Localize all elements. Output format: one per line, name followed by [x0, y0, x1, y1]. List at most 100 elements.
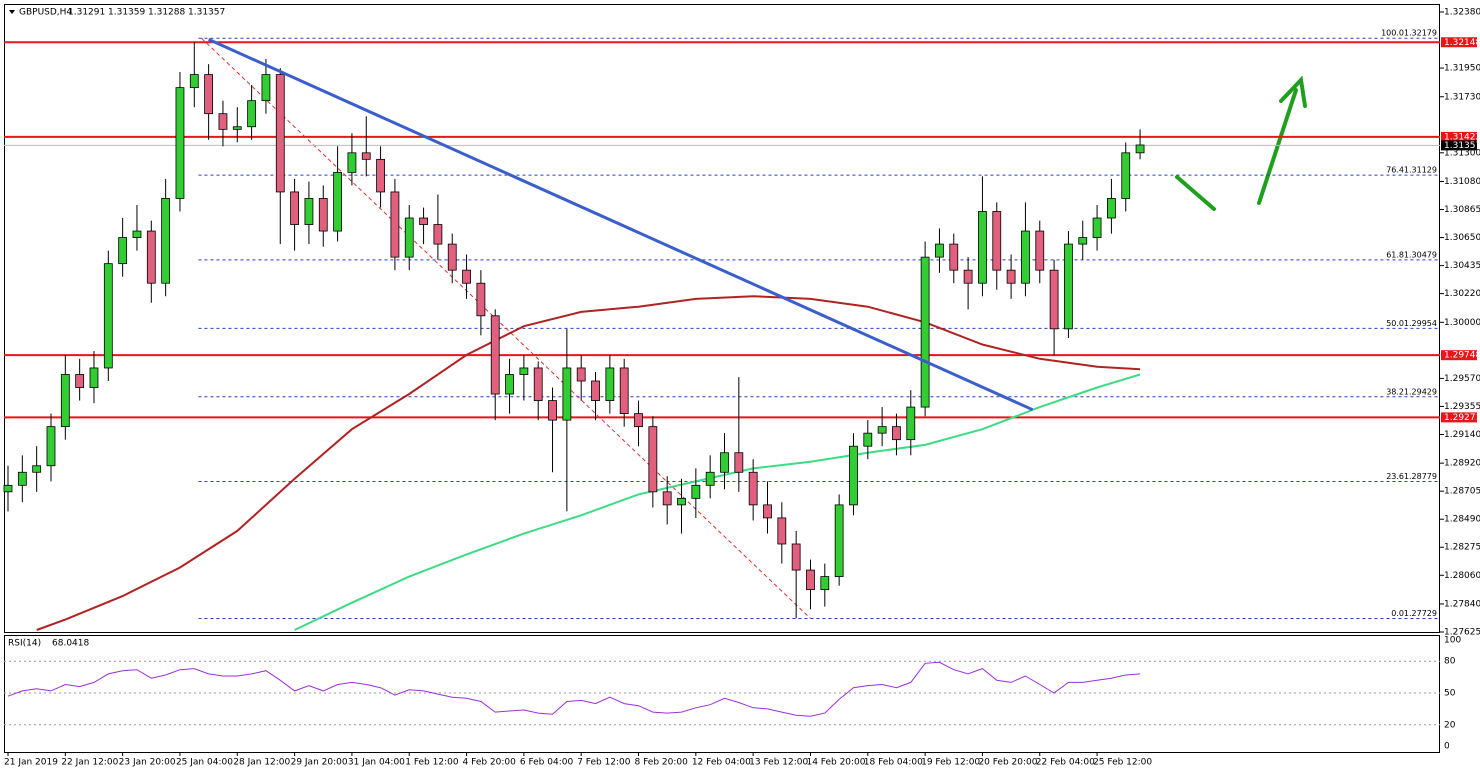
x-tick-label: 8 Feb 20:00: [635, 758, 689, 768]
fib-value: 1.29954: [1404, 319, 1437, 328]
candle-body: [146, 230, 156, 284]
candle-body: [1078, 237, 1088, 245]
y-tick-label: 1.30220: [1444, 289, 1480, 299]
candle-body: [892, 426, 901, 441]
candle-body: [834, 504, 844, 577]
candle-body: [462, 269, 471, 284]
candle-body: [318, 198, 328, 232]
candle-body: [17, 471, 27, 486]
fib-ratio: 23.6: [1386, 472, 1404, 481]
header-close: 1.31357: [188, 8, 225, 18]
y-tick-label: 1.30435: [1444, 261, 1480, 271]
candle-body: [662, 491, 672, 506]
candle-body: [906, 406, 916, 441]
candle-body: [748, 471, 758, 506]
candle-body: [247, 100, 257, 128]
candle-body: [548, 400, 557, 421]
candle-body: [1006, 269, 1016, 284]
candle-body: [992, 211, 1002, 271]
candle-body: [361, 152, 371, 160]
candle-body: [949, 243, 959, 271]
y-tick-label: 1.30650: [1444, 233, 1480, 243]
forecast-arrows: [1175, 75, 1307, 211]
rsi-tick-label: 20: [1444, 720, 1456, 730]
candle-body: [591, 380, 600, 401]
candle-body: [204, 74, 214, 115]
x-tick-label: 13 Feb 12:00: [749, 758, 808, 768]
candle-body: [562, 367, 572, 421]
trendline: [208, 38, 1034, 412]
y-tick-label: 1.30865: [1444, 205, 1480, 215]
fib-value: 1.28779: [1404, 472, 1437, 481]
y-tick-label: 1.27625: [1444, 628, 1480, 638]
x-tick-label: 7 Feb 12:00: [577, 758, 631, 768]
candle-body: [820, 576, 830, 591]
fib-anchor-line: [201, 37, 811, 619]
fib-value: 1.30479: [1404, 250, 1437, 259]
candle-body: [877, 426, 887, 434]
candle-body: [777, 517, 787, 545]
candle-body: [963, 269, 973, 284]
candle-body: [1049, 269, 1059, 330]
candle-body: [189, 74, 199, 89]
x-tick-label: 12 Feb 04:00: [692, 758, 751, 768]
fib-ratio: 0.0: [1391, 609, 1404, 618]
y-tick-label: 1.28490: [1444, 515, 1480, 525]
candle-body: [1107, 198, 1116, 219]
x-tick-label: 18 Feb 04:00: [864, 758, 923, 768]
fib-value: 1.29429: [1404, 387, 1437, 396]
candle-body: [3, 484, 13, 493]
candle-body: [275, 74, 285, 193]
level-label: 1.29271: [1444, 413, 1480, 423]
rsi-name: RSI(14): [8, 639, 41, 649]
x-tick-label: 25 Feb 12:00: [1093, 758, 1152, 768]
candle-body: [648, 426, 658, 493]
arrow-up-leg: [1257, 88, 1298, 205]
y-tick-label: 1.28275: [1444, 543, 1480, 553]
y-tick-label: 1.31730: [1444, 92, 1480, 102]
candle-body: [46, 426, 56, 467]
candle-body: [490, 315, 500, 395]
y-tick-label: 1.29140: [1444, 430, 1480, 440]
rsi-tick-label: 50: [1444, 689, 1456, 699]
x-tick-label: 1 Feb 12:00: [405, 758, 459, 768]
y-tick-label: 1.27840: [1444, 599, 1480, 609]
x-tick-label: 31 Jan 04:00: [348, 758, 405, 768]
candle-body: [533, 367, 543, 401]
level-label-box: [1441, 37, 1477, 48]
candle-body: [935, 243, 944, 258]
candle-body: [1121, 152, 1131, 199]
candle-body: [691, 484, 701, 499]
candle-body: [304, 198, 314, 225]
candle-body: [519, 367, 529, 375]
level-label-box: [1441, 412, 1477, 423]
x-tick-label: 23 Jan 20:00: [119, 758, 176, 768]
y-tick-label: 1.29355: [1444, 402, 1480, 412]
candle-body: [1064, 243, 1073, 330]
rsi-line: [7, 661, 1141, 717]
candle-body: [720, 452, 729, 473]
price-panel: [4, 4, 1440, 633]
candle-body: [347, 152, 357, 173]
symbol: GBPUSD,H4: [19, 8, 72, 18]
y-tick-label: 1.31300: [1444, 148, 1480, 158]
candle-body: [505, 374, 514, 395]
candle-body: [978, 211, 987, 284]
fib-value: 1.31129: [1404, 166, 1437, 175]
header-high: 1.31359: [108, 8, 145, 18]
y-tick-label: 1.30000: [1444, 318, 1480, 328]
level-label: 1.32148: [1444, 38, 1480, 48]
rsi-tick-label: 0: [1444, 742, 1450, 752]
candle-body: [920, 256, 930, 408]
x-tick-label: 6 Feb 04:00: [520, 758, 574, 768]
rsi-tick-label: 100: [1444, 636, 1461, 646]
candle-body: [447, 243, 457, 271]
candle-body: [75, 374, 85, 388]
level-label: 1.29748: [1444, 351, 1480, 361]
y-tick-label: 1.29570: [1444, 374, 1480, 384]
moving-average: [36, 295, 1141, 631]
rsi-tick-label: 80: [1444, 657, 1456, 667]
candle-body: [806, 569, 815, 591]
arrow-down-leg: [1175, 175, 1216, 211]
